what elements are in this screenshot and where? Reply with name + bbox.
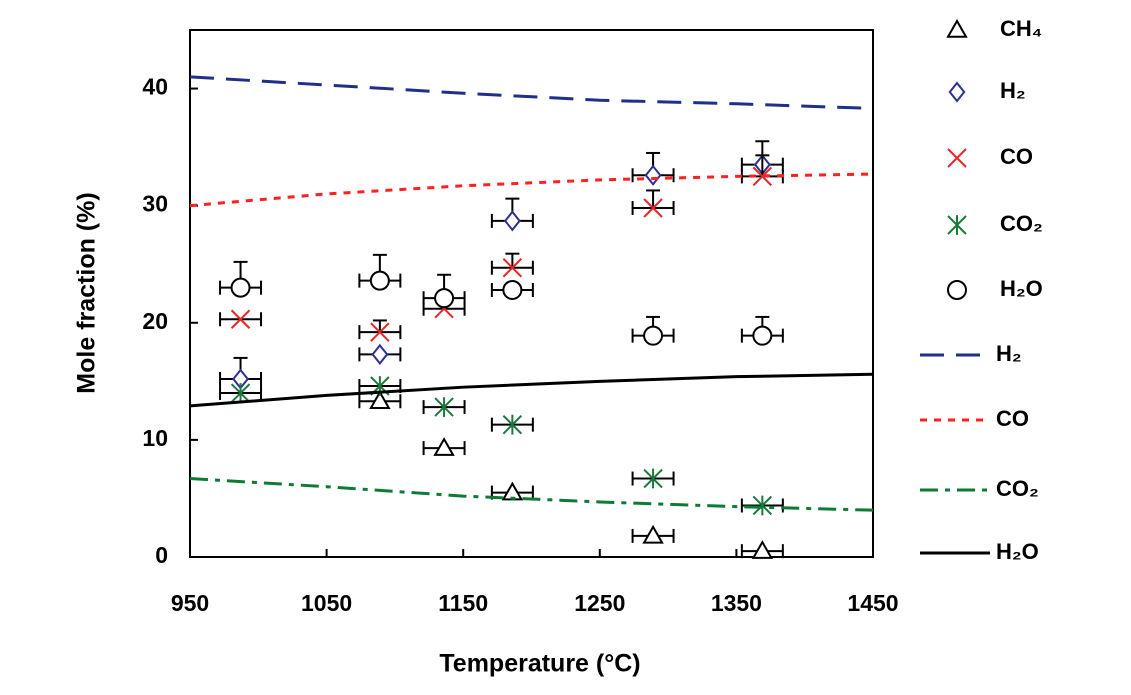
x-tick-label: 950	[171, 590, 209, 616]
plot-frame	[189, 29, 874, 558]
legend-label: H₂O	[996, 539, 1039, 564]
y-tick-label: 40	[142, 74, 168, 100]
marker	[502, 279, 523, 300]
y-tick-label: 20	[142, 308, 168, 334]
x-tick-label: 1350	[711, 590, 762, 616]
error-bar-y	[372, 319, 387, 333]
legend-label: H₂	[996, 341, 1022, 366]
marker	[369, 390, 391, 409]
y-tick-label: 0	[155, 542, 168, 568]
series-line	[189, 372, 874, 408]
marker	[503, 210, 521, 232]
marker	[434, 288, 455, 309]
marker	[643, 325, 664, 346]
legend-label: H₂	[1000, 78, 1026, 103]
error-bar-y	[646, 189, 661, 209]
error-bar-y	[755, 154, 770, 177]
marker	[751, 540, 774, 559]
x-tick-label: 1450	[847, 590, 898, 616]
error-bar-y	[505, 252, 520, 268]
marker	[752, 325, 773, 346]
legend-label: H₂O	[1000, 276, 1043, 301]
marker	[230, 309, 251, 329]
series-line	[189, 172, 874, 208]
marker	[948, 81, 966, 103]
x-tick-label: 1050	[301, 590, 352, 616]
marker	[947, 280, 967, 300]
marker	[644, 164, 662, 186]
marker	[502, 414, 523, 435]
x-tick-label: 1150	[438, 590, 488, 616]
y-tick-label: 10	[142, 425, 168, 451]
marker	[230, 383, 251, 403]
legend-label: CO₂	[1000, 211, 1043, 236]
y-tick-label: 30	[142, 191, 168, 217]
marker	[752, 495, 773, 516]
x-tick-label: 1250	[574, 590, 625, 616]
marker	[502, 258, 523, 278]
marker	[370, 322, 390, 342]
series-line	[189, 75, 874, 110]
marker	[642, 524, 664, 544]
legend-label: CH₄	[1000, 16, 1042, 41]
marker	[230, 277, 251, 298]
marker	[947, 215, 967, 235]
marker	[643, 468, 663, 489]
marker	[371, 343, 389, 365]
legend-label: CO	[1000, 144, 1033, 169]
marker	[433, 437, 455, 456]
legend-label: CO	[996, 406, 1029, 431]
legend-label: CO₂	[996, 476, 1039, 501]
marker	[947, 148, 967, 168]
marker	[946, 18, 968, 38]
y-axis-title: Mole fraction (%)	[73, 192, 101, 393]
marker	[369, 270, 390, 291]
marker	[643, 198, 663, 218]
x-axis-title: Temperature (°C)	[439, 650, 640, 678]
marker	[434, 397, 454, 417]
marker	[752, 166, 773, 187]
series-line	[189, 477, 874, 512]
